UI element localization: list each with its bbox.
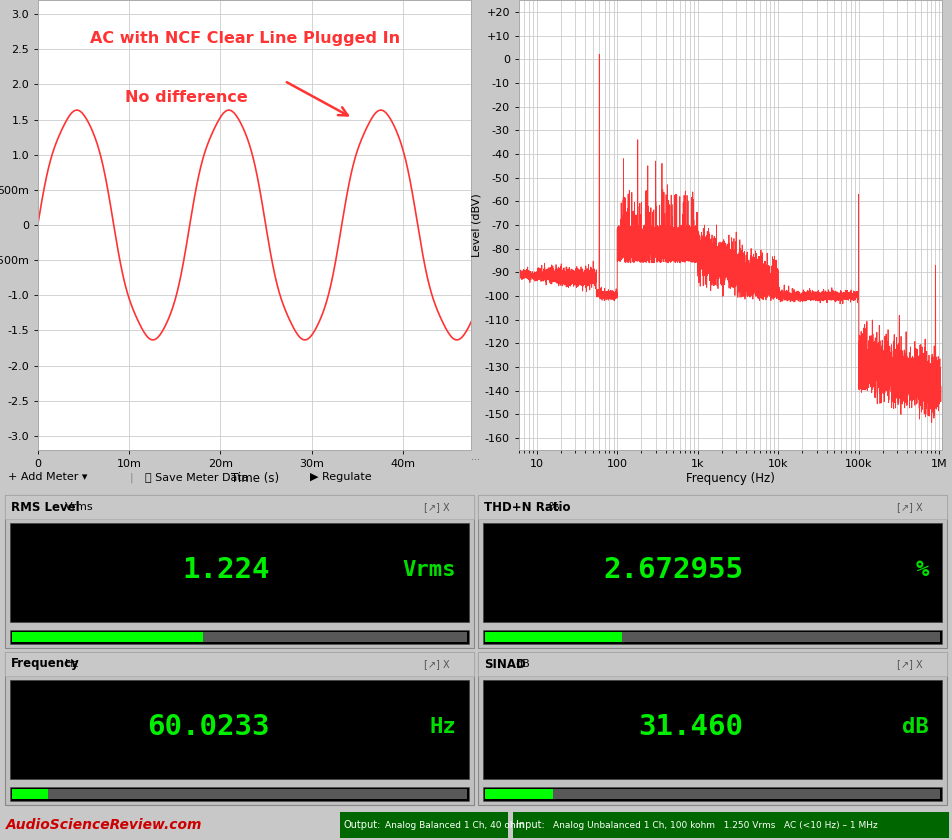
Text: ▼: ▼ xyxy=(39,729,47,739)
Bar xyxy=(5,652,474,676)
X-axis label: Frequency (Hz): Frequency (Hz) xyxy=(686,472,775,485)
Bar xyxy=(12,632,203,642)
Text: Frequency: Frequency xyxy=(11,658,80,670)
Text: AudioScienceReview.com: AudioScienceReview.com xyxy=(6,818,203,832)
Text: ...: ... xyxy=(471,453,481,463)
Bar xyxy=(5,652,474,805)
Text: ▼: ▼ xyxy=(512,572,520,582)
Text: 1.224: 1.224 xyxy=(183,555,270,584)
Text: 2.672955: 2.672955 xyxy=(603,555,744,584)
Text: Output:: Output: xyxy=(343,820,381,830)
Bar xyxy=(478,652,947,805)
Bar xyxy=(340,812,508,837)
Text: No difference: No difference xyxy=(125,90,248,105)
Text: %: % xyxy=(916,559,929,580)
Text: THD+N Ratio: THD+N Ratio xyxy=(484,501,570,513)
Text: 31.460: 31.460 xyxy=(638,712,744,741)
Text: ▶ Regulate: ▶ Regulate xyxy=(310,472,371,482)
Bar xyxy=(622,632,940,642)
Text: + Add Meter ▾: + Add Meter ▾ xyxy=(8,472,88,482)
Bar xyxy=(10,523,469,622)
Bar xyxy=(49,789,467,799)
Text: Hz: Hz xyxy=(429,717,456,737)
Text: Ch1: Ch1 xyxy=(484,561,512,574)
Bar xyxy=(485,632,622,642)
Bar xyxy=(10,630,469,644)
Text: AC with NCF Clear Line Plugged In: AC with NCF Clear Line Plugged In xyxy=(90,31,400,46)
Text: Hz: Hz xyxy=(65,659,79,669)
Text: [↗] X: [↗] X xyxy=(897,659,922,669)
Text: RMS Level: RMS Level xyxy=(11,501,80,513)
Text: |: | xyxy=(130,472,133,483)
Bar xyxy=(485,789,553,799)
Text: %: % xyxy=(548,502,559,512)
Text: SINAD: SINAD xyxy=(484,658,526,670)
Bar xyxy=(478,495,947,648)
Text: [↗] X: [↗] X xyxy=(424,502,449,512)
Bar xyxy=(5,495,474,519)
Text: Analog Balanced 1 Ch, 40 ohm: Analog Balanced 1 Ch, 40 ohm xyxy=(385,821,525,830)
Text: ▼: ▼ xyxy=(512,729,520,739)
Bar xyxy=(483,523,942,622)
Text: Analog Unbalanced 1 Ch, 100 kohm   1.250 Vrms   AC (<10 Hz) – 1 MHz: Analog Unbalanced 1 Ch, 100 kohm 1.250 V… xyxy=(553,821,878,830)
Text: Ch1: Ch1 xyxy=(11,718,39,731)
Bar xyxy=(553,789,940,799)
Text: [↗] X: [↗] X xyxy=(424,659,449,669)
Text: Ch1: Ch1 xyxy=(11,561,39,574)
Text: [↗] X: [↗] X xyxy=(897,502,922,512)
Bar xyxy=(203,632,467,642)
Text: dB: dB xyxy=(902,717,929,737)
Bar xyxy=(483,680,942,779)
Bar xyxy=(10,787,469,801)
Bar xyxy=(483,787,942,801)
Text: 60.0233: 60.0233 xyxy=(148,712,270,741)
Bar xyxy=(483,630,942,644)
Y-axis label: Level (dBV): Level (dBV) xyxy=(472,193,482,257)
Bar xyxy=(5,495,474,648)
Bar xyxy=(478,652,947,676)
Text: ▼: ▼ xyxy=(39,572,47,582)
Bar xyxy=(513,812,949,837)
Text: Vrms: Vrms xyxy=(403,559,456,580)
Bar xyxy=(478,495,947,519)
Text: Input:: Input: xyxy=(516,820,545,830)
Text: Vrms: Vrms xyxy=(65,502,93,512)
Text: 💾 Save Meter Data: 💾 Save Meter Data xyxy=(145,472,248,482)
Bar xyxy=(12,789,49,799)
X-axis label: Time (s): Time (s) xyxy=(230,472,279,485)
Text: dB: dB xyxy=(515,659,530,669)
Bar xyxy=(10,680,469,779)
Text: Ch1: Ch1 xyxy=(484,718,512,731)
